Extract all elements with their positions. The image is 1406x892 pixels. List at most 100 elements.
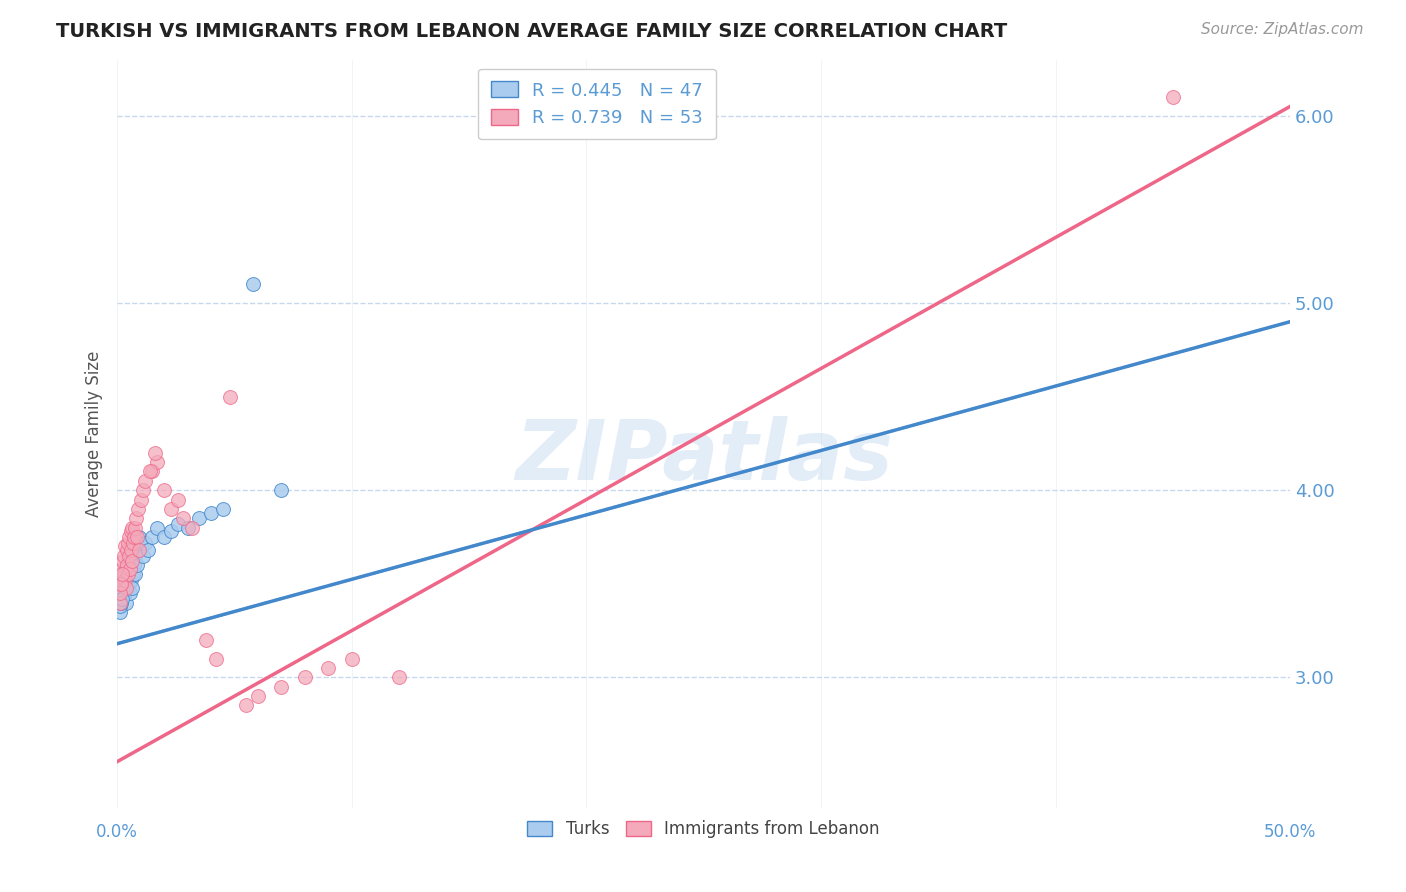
Text: TURKISH VS IMMIGRANTS FROM LEBANON AVERAGE FAMILY SIZE CORRELATION CHART: TURKISH VS IMMIGRANTS FROM LEBANON AVERA… (56, 22, 1008, 41)
Point (112, 567, 135, 582)
Point (114, 573, 136, 587)
Point (114, 586, 136, 600)
Point (118, 554, 141, 568)
Point (127, 543, 149, 558)
Point (118, 576, 141, 591)
Point (188, 511, 211, 525)
Point (132, 483, 155, 498)
Point (134, 535, 156, 549)
Point (160, 502, 183, 516)
Point (121, 549, 143, 563)
Point (204, 651, 226, 665)
Point (167, 492, 190, 507)
Point (127, 502, 149, 516)
Point (122, 530, 145, 544)
Point (270, 680, 292, 694)
Point (176, 521, 198, 535)
Point (117, 567, 139, 582)
Point (122, 539, 145, 553)
Point (143, 446, 166, 460)
Y-axis label: Average Family Size: Average Family Size (86, 351, 103, 517)
Point (294, 670, 316, 684)
Point (122, 558, 145, 572)
Point (115, 595, 138, 609)
Point (124, 521, 146, 535)
Point (112, 573, 135, 587)
Text: 0.0%: 0.0% (96, 823, 138, 841)
Point (211, 502, 233, 516)
Point (108, 599, 131, 614)
Point (120, 562, 142, 576)
Point (124, 549, 146, 563)
Point (111, 576, 134, 591)
Point (153, 530, 176, 544)
Legend: Turks, Immigrants from Lebanon: Turks, Immigrants from Lebanon (520, 814, 887, 845)
Point (112, 567, 135, 582)
Point (200, 506, 222, 520)
Point (120, 562, 142, 576)
Point (340, 651, 363, 665)
Point (124, 567, 146, 582)
Point (246, 689, 269, 703)
Point (388, 670, 411, 684)
Point (318, 661, 340, 675)
Point (129, 539, 152, 553)
Point (117, 582, 139, 597)
Point (181, 521, 204, 535)
Point (129, 492, 152, 507)
Text: 50.0%: 50.0% (1264, 823, 1316, 841)
Point (120, 543, 142, 558)
Point (125, 511, 148, 525)
Point (146, 521, 169, 535)
Point (235, 698, 257, 713)
Point (115, 558, 138, 572)
Point (136, 543, 159, 558)
Point (120, 524, 142, 539)
Point (167, 516, 190, 531)
Point (115, 558, 138, 572)
Point (127, 558, 149, 572)
Point (110, 595, 132, 609)
Point (111, 562, 134, 576)
Point (270, 483, 292, 498)
Point (112, 581, 135, 595)
Point (111, 591, 134, 606)
Point (110, 576, 132, 591)
Point (218, 390, 240, 404)
Point (122, 535, 145, 549)
Point (134, 474, 156, 488)
Point (117, 535, 139, 549)
Point (128, 530, 150, 544)
Point (160, 524, 183, 539)
Point (111, 567, 134, 582)
Text: ZIPatlas: ZIPatlas (515, 416, 893, 497)
Point (108, 586, 131, 600)
Point (112, 549, 135, 563)
Point (114, 539, 136, 553)
Point (121, 554, 143, 568)
Point (146, 455, 169, 469)
Point (127, 530, 149, 544)
Point (110, 591, 132, 606)
Point (115, 543, 138, 558)
Text: Source: ZipAtlas.com: Source: ZipAtlas.com (1201, 22, 1364, 37)
Point (141, 465, 163, 479)
Point (120, 586, 142, 600)
Point (153, 483, 176, 498)
Point (117, 567, 139, 582)
Point (132, 549, 155, 563)
Point (172, 511, 194, 525)
Point (242, 277, 264, 292)
Point (118, 549, 141, 563)
Point (112, 554, 135, 568)
Point (108, 595, 131, 609)
Point (122, 567, 145, 582)
Point (141, 530, 163, 544)
Point (195, 632, 218, 647)
Point (120, 573, 142, 587)
Point (110, 576, 132, 591)
Point (121, 581, 143, 595)
Point (114, 562, 136, 576)
Point (125, 535, 148, 549)
Point (108, 605, 131, 619)
